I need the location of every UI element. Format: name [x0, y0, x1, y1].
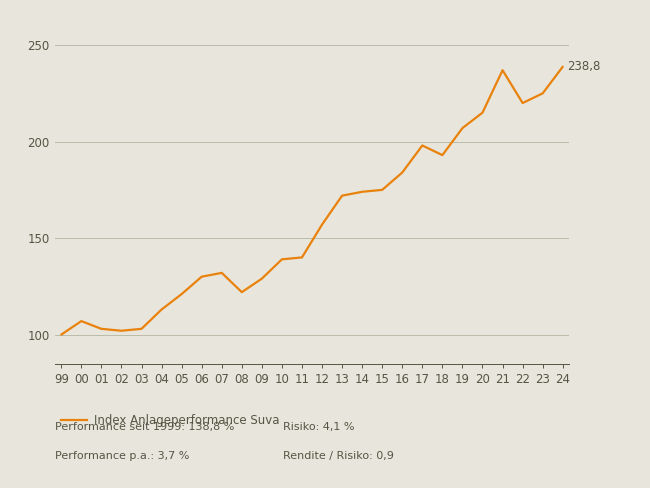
Text: Performance seit 1999: 138,8 %: Performance seit 1999: 138,8 % — [55, 422, 235, 432]
Text: Rendite / Risiko: 0,9: Rendite / Risiko: 0,9 — [283, 451, 394, 461]
Legend: Index Anlageperformance Suva: Index Anlageperformance Suva — [61, 414, 280, 427]
Text: Risiko: 4,1 %: Risiko: 4,1 % — [283, 422, 354, 432]
Text: 238,8: 238,8 — [567, 60, 600, 73]
Text: Performance p.a.: 3,7 %: Performance p.a.: 3,7 % — [55, 451, 190, 461]
